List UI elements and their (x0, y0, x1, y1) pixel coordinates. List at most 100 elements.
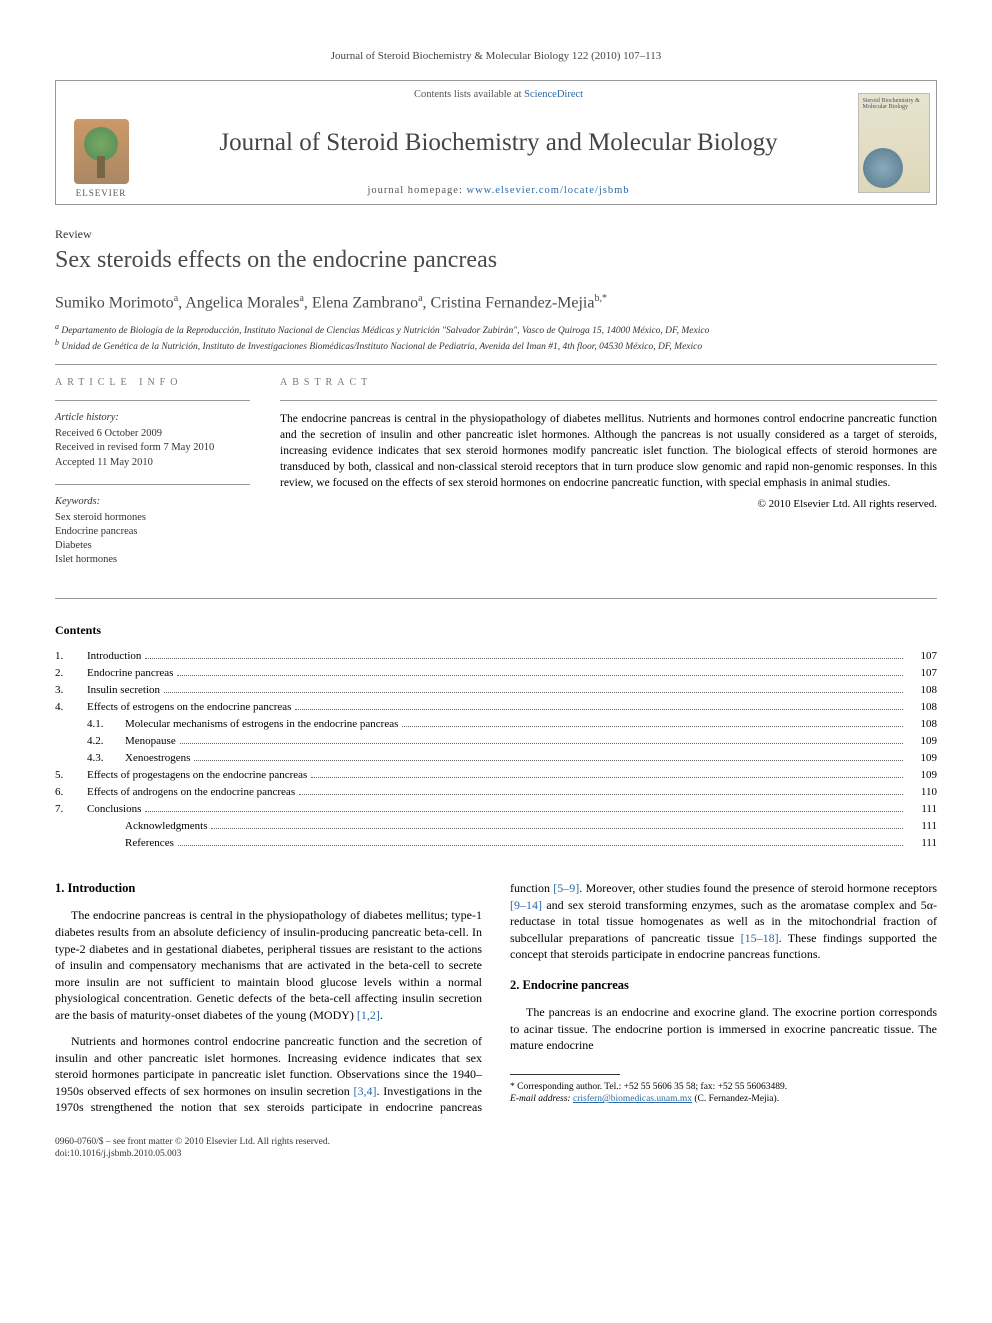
toc-row: 4.2.Menopause109 (55, 733, 937, 750)
keyword: Endocrine pancreas (55, 525, 250, 539)
toc-page: 108 (907, 716, 937, 733)
abstract-rule (280, 400, 937, 401)
toc-page: 111 (907, 818, 937, 835)
abstract-column: ABSTRACT The endocrine pancreas is centr… (280, 377, 937, 582)
toc-row: 7.Conclusions111 (55, 801, 937, 818)
toc-label: Molecular mechanisms of estrogens in the… (125, 716, 398, 733)
corresponding-author: * Corresponding author. Tel.: +52 55 560… (510, 1081, 937, 1093)
keyword: Islet hormones (55, 553, 250, 567)
toc-page: 107 (907, 648, 937, 665)
masthead-center: Contents lists available at ScienceDirec… (146, 81, 851, 204)
toc-number: 7. (55, 801, 87, 818)
toc-number: 4.3. (55, 750, 125, 767)
toc-label: Acknowledgments (125, 818, 207, 835)
section-1-title: 1. Introduction (55, 880, 482, 897)
toc-page: 109 (907, 767, 937, 784)
sciencedirect-link[interactable]: ScienceDirect (524, 89, 583, 100)
affiliations: a Departamento de Biología de la Reprodu… (55, 322, 937, 354)
keyword: Sex steroid hormones (55, 511, 250, 525)
publisher-logo-block: ELSEVIER (56, 81, 146, 204)
running-head: Journal of Steroid Biochemistry & Molecu… (55, 50, 937, 62)
toc-page: 109 (907, 733, 937, 750)
elsevier-tree-icon (74, 119, 129, 184)
publisher-label: ELSEVIER (76, 188, 127, 198)
section-1-para-1: The endocrine pancreas is central in the… (55, 907, 482, 1023)
ref-link[interactable]: [3,4] (354, 1084, 377, 1098)
rule-2 (55, 598, 937, 599)
email-line: E-mail address: crisfern@biomedicas.unam… (510, 1093, 937, 1105)
toc-row: 2.Endocrine pancreas 107 (55, 665, 937, 682)
toc-row: 4.3.Xenoestrogens 109 (55, 750, 937, 767)
toc-number: 4.1. (55, 716, 125, 733)
toc-dots (311, 777, 903, 778)
footer-copyright: 0960-0760/$ – see front matter © 2010 El… (55, 1136, 937, 1148)
ref-link[interactable]: [5–9] (553, 881, 579, 895)
page-footer: 0960-0760/$ – see front matter © 2010 El… (55, 1136, 937, 1161)
email-suffix: (C. Fernandez-Mejia). (694, 1094, 779, 1104)
toc-number: 5. (55, 767, 87, 784)
toc-dots (164, 692, 903, 693)
toc-page: 110 (907, 784, 937, 801)
toc-label: Effects of estrogens on the endocrine pa… (87, 699, 291, 716)
homepage-prefix: journal homepage: (367, 185, 466, 196)
contents-lists-line: Contents lists available at ScienceDirec… (414, 89, 583, 100)
history-label: Article history: (55, 411, 250, 425)
cover-thumb-block: Steroid Biochemistry & Molecular Biology (851, 81, 936, 204)
toc-dots (177, 675, 903, 676)
article-info-column: ARTICLE INFO Article history: Received 6… (55, 377, 250, 582)
authors-line: Sumiko Morimotoa, Angelica Moralesa, Ele… (55, 293, 937, 312)
toc-number: 2. (55, 665, 87, 682)
affiliation: a Departamento de Biología de la Reprodu… (55, 322, 937, 338)
toc-dots (211, 828, 903, 829)
toc-row: 3.Insulin secretion108 (55, 682, 937, 699)
ref-link[interactable]: [1,2] (357, 1008, 380, 1022)
toc-dots (145, 811, 903, 812)
toc-row: 6.Effects of androgens on the endocrine … (55, 784, 937, 801)
toc-label: References (125, 835, 174, 852)
body-columns: 1. Introduction The endocrine pancreas i… (55, 880, 937, 1116)
toc-dots (295, 709, 903, 710)
toc-row: 5.Effects of progestagens on the endocri… (55, 767, 937, 784)
toc-label: Insulin secretion (87, 682, 160, 699)
journal-name: Journal of Steroid Biochemistry and Mole… (219, 129, 777, 157)
toc-number: 4.2. (55, 733, 125, 750)
homepage-link[interactable]: www.elsevier.com/locate/jsbmb (467, 185, 630, 196)
article-type: Review (55, 227, 937, 242)
toc-label: Xenoestrogens (125, 750, 190, 767)
section-2-para-1: The pancreas is an endocrine and exocrin… (510, 1004, 937, 1054)
keyword: Diabetes (55, 539, 250, 553)
toc-label: Effects of progestagens on the endocrine… (87, 767, 307, 784)
toc-page: 107 (907, 665, 937, 682)
toc-row: 1.Introduction107 (55, 648, 937, 665)
toc-label: Endocrine pancreas (87, 665, 173, 682)
toc-list: 1.Introduction1072.Endocrine pancreas 107… (55, 648, 937, 853)
info-rule (55, 400, 250, 401)
toc-page: 111 (907, 835, 937, 852)
toc-number: 1. (55, 648, 87, 665)
toc-number: 4. (55, 699, 87, 716)
masthead: ELSEVIER Contents lists available at Sci… (55, 80, 937, 205)
article-history: Article history: Received 6 October 2009… (55, 411, 250, 470)
contents-prefix: Contents lists available at (414, 89, 524, 100)
toc-page: 109 (907, 750, 937, 767)
abstract-copyright: © 2010 Elsevier Ltd. All rights reserved… (280, 498, 937, 510)
ref-link[interactable]: [15–18] (741, 931, 779, 945)
rule-1 (55, 364, 937, 365)
toc-row: Acknowledgments 111 (55, 818, 937, 835)
email-label: E-mail address: (510, 1094, 571, 1104)
history-revised: Received in revised form 7 May 2010 (55, 441, 250, 455)
email-link[interactable]: crisfern@biomedicas.unam.mx (573, 1094, 692, 1104)
footnotes: * Corresponding author. Tel.: +52 55 560… (510, 1081, 937, 1106)
homepage-line: journal homepage: www.elsevier.com/locat… (367, 185, 629, 196)
toc-dots (402, 726, 903, 727)
footnote-rule (510, 1074, 620, 1075)
toc-dots (194, 760, 903, 761)
toc-number: 6. (55, 784, 87, 801)
toc-dots (299, 794, 903, 795)
toc-row: 4.Effects of estrogens on the endocrine … (55, 699, 937, 716)
keywords-label: Keywords: (55, 495, 250, 509)
toc-label: Effects of androgens on the endocrine pa… (87, 784, 295, 801)
toc-dots (178, 845, 903, 846)
ref-link[interactable]: [9–14] (510, 898, 542, 912)
info-rule-2 (55, 484, 250, 485)
